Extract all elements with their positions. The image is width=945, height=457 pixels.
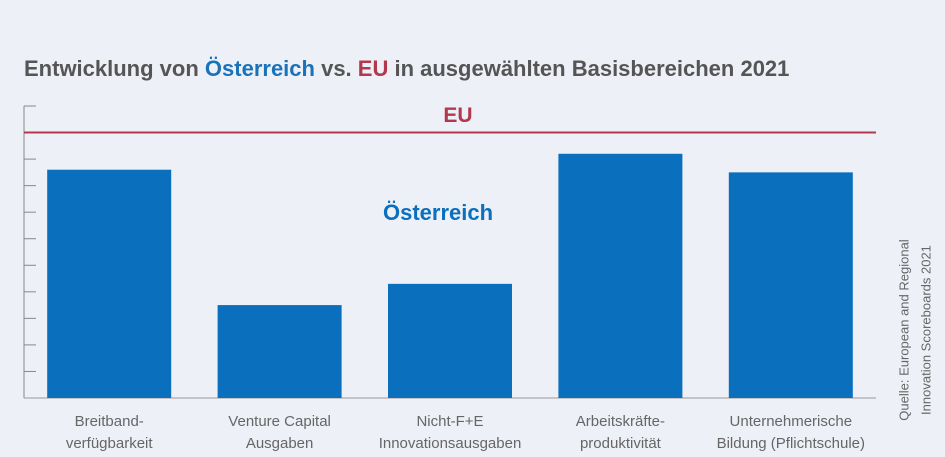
title-part: Österreich: [205, 56, 315, 81]
title-part: Entwicklung von: [24, 56, 205, 81]
title-part: EU: [358, 56, 389, 81]
x-tick-label: Unternehmerische: [730, 413, 853, 430]
source-note: Innovation Scoreboards 2021: [918, 245, 933, 415]
chart-title: Entwicklung von Österreich vs. EU in aus…: [24, 56, 789, 81]
bar: [728, 172, 853, 398]
x-tick-label: Innovationsausgaben: [379, 435, 522, 452]
title-part: in ausgewählten Basisbereichen 2021: [388, 56, 789, 81]
title-part: vs.: [315, 56, 358, 81]
bar: [217, 305, 342, 398]
series-label: Österreich: [383, 200, 493, 225]
x-tick-label: Arbeitskräfte-: [576, 413, 665, 430]
bar: [47, 169, 172, 398]
x-tick-label: verfügbarkeit: [66, 435, 154, 452]
bar: [388, 283, 512, 398]
x-tick-label: Ausgaben: [246, 435, 314, 452]
x-tick-label: Venture Capital: [228, 413, 331, 430]
source-note: Quelle: European and Regional: [896, 239, 911, 421]
x-tick-label: produktivität: [580, 435, 662, 452]
x-tick-label: Bildung (Pflichtschule): [717, 435, 865, 452]
reference-label: EU: [443, 104, 472, 127]
bar: [558, 153, 683, 398]
x-tick-label: Nicht-F+E: [416, 413, 483, 430]
x-tick-label: Breitband-: [75, 413, 144, 430]
